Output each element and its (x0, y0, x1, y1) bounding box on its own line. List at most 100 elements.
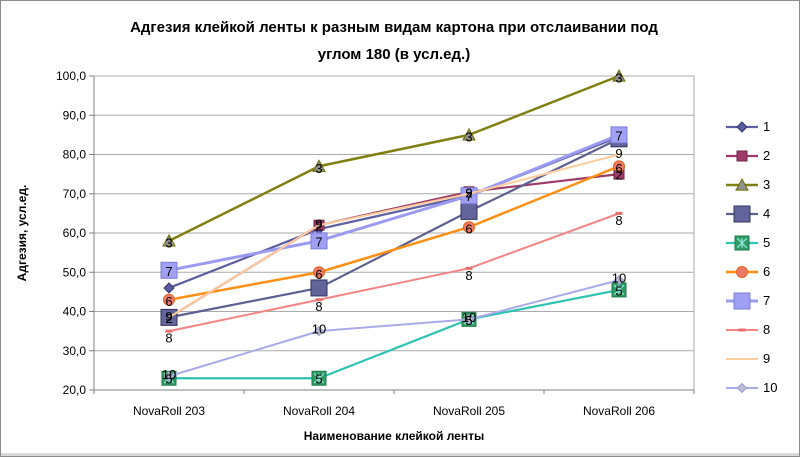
marker-7 (160, 261, 178, 279)
marker-8 (615, 211, 623, 215)
legend-label-6: 6 (763, 264, 771, 279)
marker-4 (310, 279, 328, 297)
data-label-series-10: 10 (162, 367, 176, 382)
legend-label-10: 10 (763, 380, 778, 395)
legend-marker-5 (726, 235, 758, 250)
chart-title: Адгезия клейкой ленты к разным видам кар… (1, 14, 787, 68)
marker-10 (163, 371, 175, 382)
data-label-series-2: 2 (165, 311, 172, 326)
marker-3 (735, 177, 749, 191)
legend-label-1: 1 (763, 119, 771, 134)
marker-8 (315, 298, 323, 302)
series-line-4 (168, 137, 620, 319)
legend-item-1: 1 (725, 112, 797, 141)
data-label-series-7: 7 (165, 264, 172, 279)
data-label-series-6: 6 (165, 294, 172, 309)
marker-x-glyph (313, 372, 325, 384)
data-label-series-5: 5 (465, 313, 472, 328)
series-line-5 (169, 288, 620, 380)
legend-item-4: 4 (725, 199, 797, 228)
legend-marker-8 (726, 328, 758, 331)
marker-10 (463, 314, 475, 325)
series-1 (163, 131, 625, 294)
legend-label-9: 9 (763, 351, 771, 366)
marker-4 (460, 202, 478, 220)
marker-8 (738, 328, 746, 331)
data-label-series-8: 8 (165, 331, 172, 346)
marker-6 (463, 221, 475, 234)
data-label-series-9: 9 (465, 185, 472, 200)
series-3 (162, 68, 626, 247)
legend-label-7: 7 (763, 293, 771, 308)
marker-6 (313, 266, 325, 279)
legend-item-7: 7 (725, 286, 797, 315)
x-axis-title: Наименование клейкой ленты (303, 429, 485, 443)
data-label-series-8: 8 (615, 213, 622, 228)
x-category-label: NovaRoll 204 (283, 404, 355, 418)
legend-marker-9 (726, 357, 758, 360)
legend-label-5: 5 (763, 235, 771, 250)
chart-title-line-1: Адгезия клейкой ленты к разным видам кар… (130, 19, 658, 36)
data-label-series-8: 8 (315, 299, 322, 314)
data-label-series-5: 5 (165, 372, 172, 387)
marker-10 (313, 325, 325, 337)
data-label-series-7: 7 (615, 128, 622, 143)
series-line-8 (168, 212, 620, 333)
marker-7 (610, 126, 628, 144)
legend-marker-7 (726, 292, 758, 309)
data-label-series-6: 6 (315, 267, 322, 282)
data-label-series-2: 2 (615, 168, 622, 183)
data-label-series-9: 9 (615, 146, 622, 161)
marker-8 (465, 266, 473, 270)
legend-label-2: 2 (763, 148, 771, 163)
x-category-label: NovaRoll 203 (133, 404, 205, 418)
y-tick-label: 100,0 (56, 69, 86, 83)
data-label-series-3: 3 (315, 161, 322, 176)
series-7 (160, 126, 628, 279)
marker-x-glyph (736, 237, 748, 248)
y-tick-label: 40,0 (63, 305, 87, 319)
marker-1 (163, 282, 175, 294)
marker-6 (613, 160, 625, 173)
marker-3 (162, 233, 176, 247)
marker-1 (736, 120, 748, 133)
series-8 (165, 211, 623, 333)
marker-3 (612, 68, 626, 82)
y-tick-label: 20,0 (63, 383, 87, 397)
y-tick-label: 50,0 (63, 265, 87, 279)
marker-3 (312, 159, 326, 172)
marker-6 (736, 265, 748, 278)
series-line-7 (168, 133, 620, 272)
legend-marker-2 (726, 150, 758, 161)
x-category-label: NovaRoll 205 (433, 404, 505, 418)
marker-2 (736, 150, 748, 161)
bottom-border-strip (1, 453, 799, 456)
legend-label-3: 3 (763, 177, 771, 192)
legend-item-8: 8 (725, 315, 797, 344)
legend-item-5: 5 (725, 228, 797, 257)
marker-x-glyph (613, 284, 625, 296)
legend-marker-4 (726, 205, 758, 222)
marker-6 (163, 293, 175, 306)
data-label-series-5: 5 (315, 372, 322, 387)
marker-10 (613, 274, 625, 286)
data-label-series-2: 2 (465, 185, 472, 200)
data-label-series-3: 3 (465, 129, 472, 144)
legend-label-4: 4 (763, 206, 771, 221)
series-line-6 (168, 165, 620, 301)
series-10 (163, 274, 625, 382)
data-label-series-6: 6 (465, 222, 472, 237)
data-label-series-2: 2 (315, 219, 322, 234)
chart-title-line-2: углом 180 (в усл.ед.) (317, 46, 471, 63)
series-line-10 (168, 279, 620, 378)
data-label-series-10: 10 (612, 271, 626, 286)
data-label-series-9: 9 (165, 309, 172, 324)
legend-marker-1 (726, 120, 758, 133)
legend-item-3: 3 (725, 170, 797, 199)
legend-item-2: 2 (725, 141, 797, 170)
y-tick-label: 90,0 (63, 108, 87, 122)
data-label-series-9: 9 (315, 217, 322, 232)
y-tick-label: 30,0 (63, 344, 87, 358)
